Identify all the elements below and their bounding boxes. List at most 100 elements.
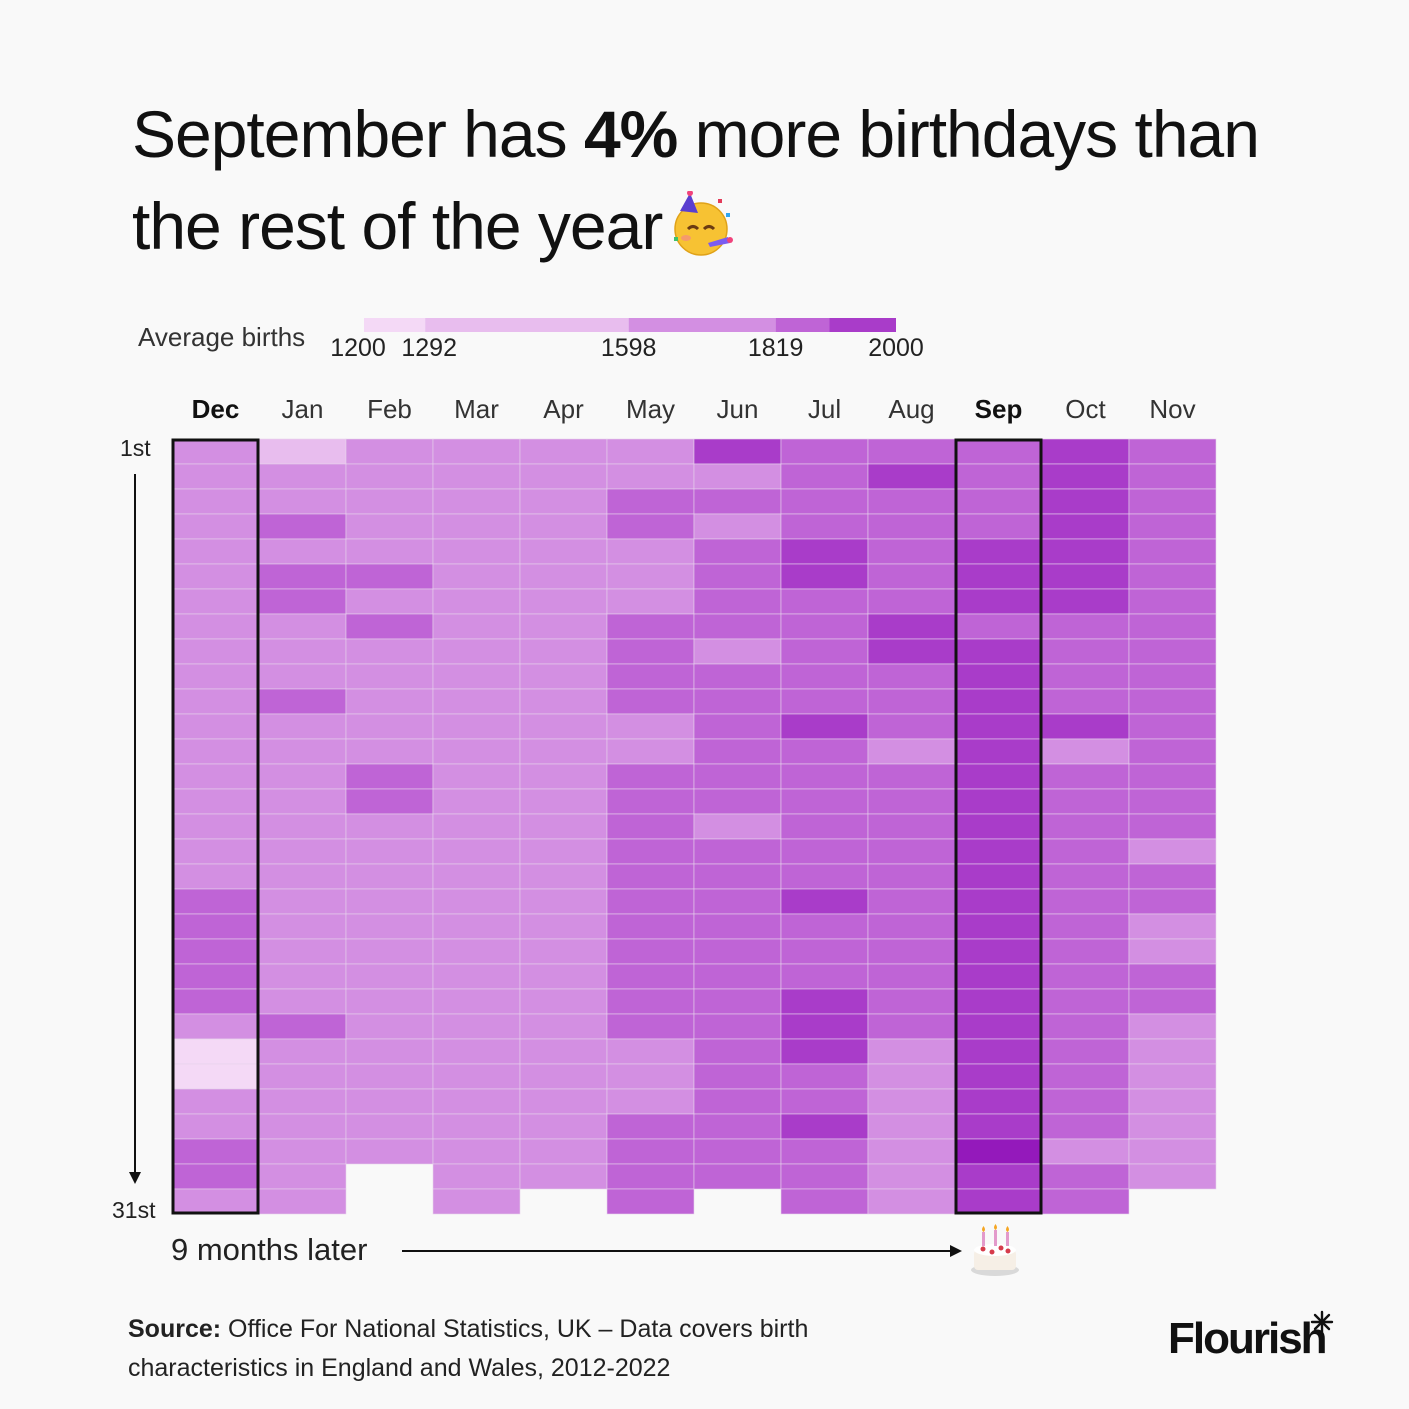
heatmap-cell-sep-3 [954, 488, 1043, 515]
heatmap-cell-aug-11 [867, 688, 956, 715]
heatmap-cell-mar-21 [432, 938, 521, 965]
heatmap-cell-may-10 [606, 663, 695, 690]
heatmap-cell-feb-25 [345, 1038, 434, 1065]
heatmap-cell-jan-29 [258, 1138, 347, 1165]
month-label-nov: Nov [1149, 394, 1196, 424]
heatmap-cell-jan-3 [258, 488, 347, 515]
heatmap-cell-oct-14 [1041, 763, 1130, 790]
heatmap-cell-sep-29 [954, 1138, 1043, 1165]
heatmap-cell-nov-10 [1128, 663, 1217, 690]
heatmap-cell-apr-26 [519, 1063, 608, 1090]
heatmap-cell-sep-22 [954, 963, 1043, 990]
partying-face-icon [668, 188, 734, 256]
heatmap-cell-feb-29 [345, 1138, 434, 1165]
heatmap-cell-jul-15 [780, 788, 869, 815]
heatmap-cell-may-30 [606, 1163, 695, 1190]
source-text: Office For National Statistics, UK – Dat… [128, 1315, 809, 1382]
heatmap-cell-may-7 [606, 588, 695, 615]
heatmap-cell-jun-30 [693, 1163, 782, 1190]
heatmap-cell-jul-28 [780, 1113, 869, 1140]
heatmap-cell-mar-29 [432, 1138, 521, 1165]
heatmap-cell-dec-24 [171, 1013, 260, 1040]
heatmap-cell-jul-30 [780, 1163, 869, 1190]
heatmap-cell-oct-31 [1041, 1188, 1130, 1215]
heatmap-cell-nov-16 [1128, 813, 1217, 840]
heatmap-cell-sep-1 [954, 438, 1043, 465]
heatmap-cell-jan-21 [258, 938, 347, 965]
heatmap-cell-nov-29 [1128, 1138, 1217, 1165]
heatmap-cell-jan-1 [258, 438, 347, 465]
heatmap-cell-dec-31 [171, 1188, 260, 1215]
heatmap-cell-oct-21 [1041, 938, 1130, 965]
heatmap-cell-dec-23 [171, 988, 260, 1015]
heatmap-cell-aug-14 [867, 763, 956, 790]
heatmap-cell-sep-16 [954, 813, 1043, 840]
heatmap-cell-oct-27 [1041, 1088, 1130, 1115]
heatmap-cell-feb-14 [345, 763, 434, 790]
heatmap-cell-dec-14 [171, 763, 260, 790]
heatmap-cell-feb-9 [345, 638, 434, 665]
heatmap-cell-aug-4 [867, 513, 956, 540]
heatmap-cell-dec-27 [171, 1088, 260, 1115]
heatmap-cell-may-2 [606, 463, 695, 490]
heatmap-cell-mar-20 [432, 913, 521, 940]
heatmap-cell-mar-6 [432, 563, 521, 590]
month-label-oct: Oct [1065, 394, 1106, 424]
heatmap-cell-sep-31 [954, 1188, 1043, 1215]
heatmap-cell-nov-3 [1128, 488, 1217, 515]
heatmap-cell-may-16 [606, 813, 695, 840]
heatmap-cell-jun-24 [693, 1013, 782, 1040]
heatmap-cell-oct-8 [1041, 613, 1130, 640]
heatmap-cell-feb-22 [345, 963, 434, 990]
heatmap-cell-aug-23 [867, 988, 956, 1015]
y-label-last: 31st [112, 1197, 156, 1223]
heatmap-cell-mar-7 [432, 588, 521, 615]
heatmap-cell-nov-18 [1128, 863, 1217, 890]
source-note: Source: Office For National Statistics, … [128, 1310, 848, 1388]
heatmap-cell-may-25 [606, 1038, 695, 1065]
heatmap-cell-feb-2 [345, 463, 434, 490]
heatmap-cell-apr-8 [519, 613, 608, 640]
heatmap-cell-mar-18 [432, 863, 521, 890]
heatmap-cell-jun-8 [693, 613, 782, 640]
month-label-mar: Mar [454, 394, 499, 424]
heatmap-cell-jul-26 [780, 1063, 869, 1090]
heatmap-cell-jun-23 [693, 988, 782, 1015]
heatmap-cell-aug-2 [867, 463, 956, 490]
heatmap-cell-jan-2 [258, 463, 347, 490]
heatmap-cell-jun-1 [693, 438, 782, 465]
heatmap-cell-sep-25 [954, 1038, 1043, 1065]
heatmap-cell-jul-24 [780, 1013, 869, 1040]
heatmap-cell-mar-25 [432, 1038, 521, 1065]
heatmap-cell-oct-16 [1041, 813, 1130, 840]
heatmap-cell-dec-19 [171, 888, 260, 915]
heatmap-cell-jan-8 [258, 613, 347, 640]
heatmap-cell-jun-13 [693, 738, 782, 765]
heatmap-cell-nov-5 [1128, 538, 1217, 565]
heatmap-cell-jan-9 [258, 638, 347, 665]
heatmap-cell-oct-10 [1041, 663, 1130, 690]
heatmap-cell-jul-3 [780, 488, 869, 515]
heatmap-cell-oct-22 [1041, 963, 1130, 990]
heatmap-cell-aug-16 [867, 813, 956, 840]
heatmap-cell-dec-11 [171, 688, 260, 715]
heatmap-cell-jul-22 [780, 963, 869, 990]
heatmap-cell-oct-7 [1041, 588, 1130, 615]
heatmap-cell-mar-10 [432, 663, 521, 690]
heatmap-cell-apr-23 [519, 988, 608, 1015]
heatmap-cell-sep-28 [954, 1113, 1043, 1140]
heatmap-cell-nov-7 [1128, 588, 1217, 615]
heatmap-cell-apr-1 [519, 438, 608, 465]
heatmap-cell-mar-11 [432, 688, 521, 715]
heatmap-cell-sep-4 [954, 513, 1043, 540]
heatmap-cell-jul-6 [780, 563, 869, 590]
heatmap-cell-apr-4 [519, 513, 608, 540]
heatmap-cell-jul-9 [780, 638, 869, 665]
heatmap-cell-jan-26 [258, 1063, 347, 1090]
heatmap-cell-mar-26 [432, 1063, 521, 1090]
heatmap-cell-oct-18 [1041, 863, 1130, 890]
heatmap-cell-jun-3 [693, 488, 782, 515]
heatmap-cell-oct-3 [1041, 488, 1130, 515]
heatmap-cell-apr-27 [519, 1088, 608, 1115]
heatmap-cell-apr-9 [519, 638, 608, 665]
